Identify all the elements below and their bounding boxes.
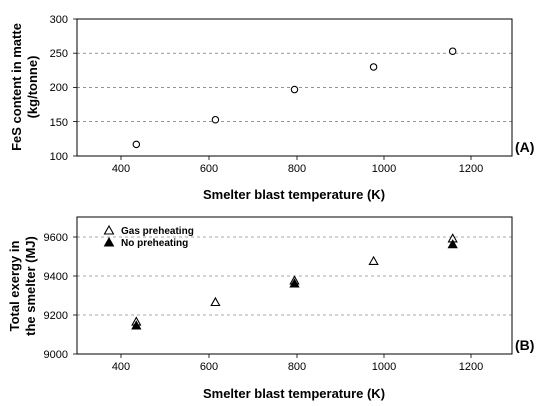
data-point-chart1-series1-point0	[131, 320, 142, 330]
x-tick-b-1200: 1200	[459, 361, 483, 373]
legend-no-preheating-label: No preheating	[121, 238, 188, 249]
chart-panel-b: 9000 9200 9400 9600 400 600 800 1000 120…	[7, 216, 534, 401]
x-tick-a-800: 800	[288, 163, 306, 175]
plot-frame-b	[76, 216, 513, 355]
x-axis-label-a: Smelter blast temperature (K)	[203, 187, 385, 202]
data-point-chart1-series0-point1	[210, 296, 221, 307]
x-tick-b-1000: 1000	[372, 361, 396, 373]
data-point-chart0-series0-point0	[132, 140, 141, 149]
x-tick-a-1200: 1200	[459, 163, 483, 175]
x-tick-b-400: 400	[112, 361, 130, 373]
x-tick-a-400: 400	[112, 163, 130, 175]
data-points-a	[132, 47, 457, 149]
y-axis-label-a-line1: FeS content in matte	[9, 23, 24, 151]
x-tick-a-1000: 1000	[372, 163, 396, 175]
data-point-chart1-series1-point2	[447, 239, 458, 249]
y-tick-b-9600: 9600	[44, 232, 68, 244]
y-axis-label-a-line2: (kg/tonne)	[25, 56, 40, 119]
y-tick-b-9000: 9000	[44, 349, 68, 361]
y-tick-a-250: 250	[50, 48, 68, 60]
y-tick-a-150: 150	[50, 117, 68, 129]
legend-no-preheating-marker	[103, 236, 115, 247]
data-point-chart0-series0-point1	[211, 115, 220, 124]
chart-panel-a: 100 150 200 250 300 400 600 800 1000 120…	[9, 14, 534, 202]
legend-gas-preheating-marker	[103, 224, 115, 235]
x-axis-label-b: Smelter blast temperature (K)	[203, 386, 385, 401]
legend-gas-preheating-label: Gas preheating	[121, 226, 194, 237]
data-point-chart0-series0-point4	[448, 47, 457, 55]
data-point-chart1-series1-point1	[289, 278, 300, 288]
y-tick-b-9200: 9200	[44, 310, 68, 322]
x-tick-b-600: 600	[200, 361, 218, 373]
data-point-chart0-series0-point2	[290, 85, 299, 94]
y-tick-a-200: 200	[50, 82, 68, 94]
data-points-b	[131, 233, 458, 330]
data-point-chart0-series0-point3	[369, 63, 378, 71]
y-axis-label-b-line1: Total exergy in	[7, 241, 22, 332]
panel-label-a: (A)	[515, 139, 534, 155]
y-tick-b-9400: 9400	[44, 271, 68, 283]
legend-b: Gas preheating No preheating	[103, 224, 194, 249]
y-axis-label-b-line2: the smelter (MJ)	[23, 236, 38, 336]
panel-label-b: (B)	[515, 337, 534, 353]
x-tick-a-600: 600	[200, 163, 218, 175]
x-tick-b-800: 800	[288, 361, 306, 373]
data-point-chart1-series0-point3	[368, 255, 379, 265]
y-tick-a-300: 300	[50, 14, 68, 26]
y-tick-a-100: 100	[50, 151, 68, 163]
